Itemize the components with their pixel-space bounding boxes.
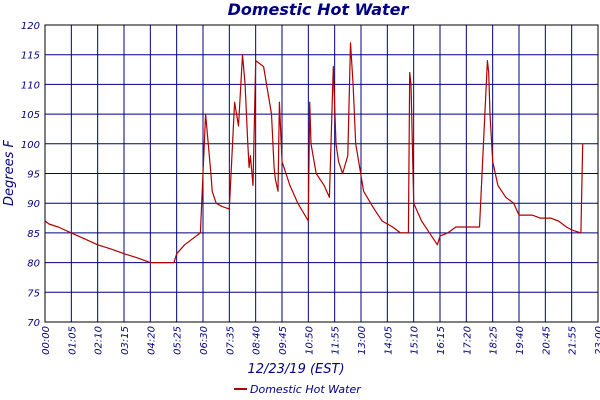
legend-label: Domestic Hot Water — [250, 383, 362, 396]
x-tick-label: 07:35 — [225, 326, 236, 355]
x-tick-label: 23:00 — [594, 326, 600, 355]
y-tick-label: 75 — [27, 288, 40, 299]
chart-title: Domestic Hot Water — [228, 0, 410, 19]
legend: Domestic Hot Water — [234, 383, 362, 396]
x-tick-label: 15:10 — [410, 326, 421, 355]
x-tick-label: 02:10 — [94, 326, 105, 355]
x-tick-label: 13:00 — [357, 326, 368, 355]
series-line-domestic-hot-water — [44, 42, 584, 264]
y-tick-label: 115 — [21, 51, 40, 62]
y-tick-label: 80 — [27, 259, 40, 270]
x-tick-label: 09:45 — [278, 326, 289, 355]
x-tick-label: 16:15 — [436, 326, 447, 355]
x-tick-labels: 00:00 01:05 02:10 03:15 04:20 05:25 06:30 07:35… — [41, 326, 600, 355]
x-tick-label: 03:15 — [120, 326, 131, 355]
x-tick-label: 00:00 — [41, 326, 52, 355]
y-tick-label: 90 — [27, 199, 40, 210]
x-axis-title: 12/23/19 (EST) — [247, 362, 344, 377]
x-tick-label: 08:40 — [252, 326, 263, 355]
x-tick-label: 06:30 — [199, 326, 210, 355]
x-tick-label: 01:05 — [67, 326, 78, 355]
y-tick-label: 70 — [27, 318, 40, 329]
y-tick-label: 85 — [27, 229, 40, 240]
x-tick-label: 05:25 — [173, 326, 184, 355]
y-tick-label: 100 — [21, 140, 40, 151]
x-tick-label: 20:45 — [541, 326, 552, 355]
y-tick-label: 120 — [21, 21, 40, 32]
y-tick-label: 110 — [21, 80, 40, 91]
x-tick-label: 18:25 — [489, 326, 500, 355]
x-tick-label: 04:20 — [146, 326, 157, 355]
x-tick-label: 17:20 — [462, 326, 473, 355]
y-tick-label: 105 — [21, 110, 40, 121]
x-tick-label: 10:50 — [304, 326, 315, 355]
x-tick-label: 11:55 — [331, 326, 342, 355]
y-axis-title: Degrees F — [2, 139, 17, 206]
x-tick-label: 21:55 — [568, 326, 579, 355]
series-layer — [44, 42, 584, 264]
y-tick-label: 95 — [27, 170, 40, 181]
grid — [44, 24, 599, 323]
y-tick-labels: 70 75 80 85 90 95 100 105 110 115 120 — [21, 21, 40, 329]
x-tick-label: 14:05 — [383, 326, 394, 355]
plot-frame — [44, 24, 599, 323]
x-tick-label: 19:40 — [515, 326, 526, 355]
